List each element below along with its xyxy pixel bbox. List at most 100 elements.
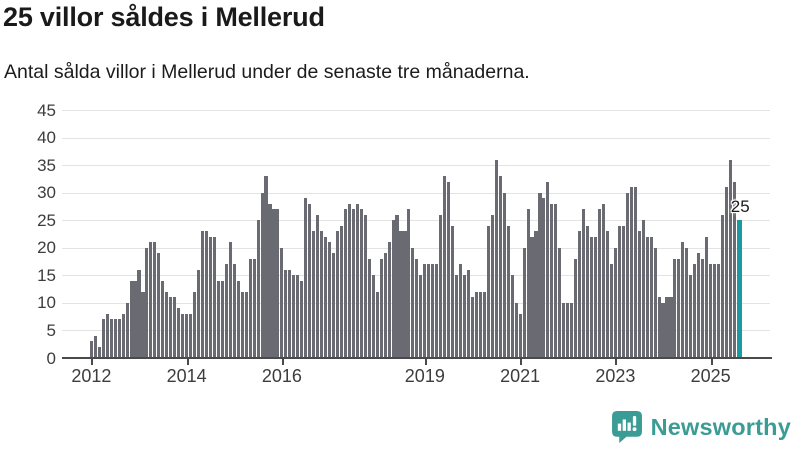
bar [101, 319, 105, 358]
bar [232, 264, 236, 358]
bar [415, 258, 419, 358]
plot-area [62, 110, 770, 358]
y-axis-tick-label: 15 [37, 265, 56, 285]
bar [586, 225, 590, 358]
bar [343, 209, 347, 358]
y-axis-tick-label: 10 [37, 293, 56, 313]
bar [490, 214, 494, 358]
bar [296, 275, 300, 358]
x-axis-tick [281, 359, 284, 365]
bar [697, 253, 701, 358]
bar [113, 319, 117, 358]
bar [455, 275, 459, 358]
bar [308, 203, 312, 358]
bar [121, 313, 125, 358]
bar [411, 247, 415, 358]
bar [228, 242, 232, 358]
bar [256, 220, 260, 358]
bar [268, 203, 272, 358]
chart-subtitle: Antal sålda villor i Mellerud under de s… [4, 61, 530, 83]
x-axis-tick [91, 359, 94, 365]
x-axis-year-label: 2025 [690, 366, 731, 386]
x-axis-line [62, 357, 772, 359]
y-axis-tick-label: 30 [37, 183, 56, 203]
bar [189, 313, 193, 358]
bar [637, 231, 641, 358]
bar [574, 258, 578, 358]
page-title: 25 villor såldes i Mellerud [3, 2, 325, 32]
gridline [62, 137, 770, 139]
bar [216, 280, 220, 358]
last-value-annotation: 25 [730, 197, 750, 217]
bar [407, 209, 411, 358]
y-axis-tick-label: 40 [37, 128, 56, 148]
gridline [62, 247, 770, 249]
bar [339, 225, 343, 358]
bar [701, 258, 705, 358]
bar [423, 264, 427, 358]
bar [474, 291, 478, 358]
bar [486, 225, 490, 358]
bar [653, 247, 657, 358]
bar [208, 236, 212, 358]
bar [645, 236, 649, 358]
bar [470, 297, 474, 358]
bar [157, 253, 161, 358]
bar [272, 209, 276, 358]
bar [534, 231, 538, 358]
bar [137, 269, 141, 358]
bar [375, 291, 379, 358]
bar [502, 192, 506, 358]
bar [633, 187, 637, 358]
bar [288, 269, 292, 358]
bar [693, 264, 697, 358]
bar [459, 264, 463, 358]
bar [292, 275, 296, 358]
bar [593, 236, 598, 358]
bar [391, 220, 395, 358]
bar [641, 220, 645, 358]
bar [482, 291, 486, 358]
bar [193, 291, 197, 358]
bar [224, 264, 228, 358]
bar [478, 291, 482, 358]
newsworthy-logo[interactable]: Newsworthy [611, 411, 791, 443]
bar [355, 203, 359, 358]
bar [387, 242, 391, 358]
bar [506, 225, 510, 358]
highlight-bar-current-period [736, 220, 742, 358]
bar [721, 214, 725, 358]
bar [566, 302, 570, 358]
bar [550, 203, 554, 358]
bar [347, 203, 351, 358]
bar [300, 280, 304, 358]
bar [510, 275, 514, 358]
bar [312, 231, 316, 358]
bar [705, 236, 709, 358]
bar [451, 225, 455, 358]
bar [204, 231, 209, 358]
bar [359, 209, 363, 358]
bar [280, 247, 284, 358]
bar [129, 280, 133, 358]
bar [320, 231, 324, 358]
bar [89, 341, 93, 358]
bar [570, 302, 574, 358]
bar [649, 236, 653, 358]
bar [431, 264, 435, 358]
bar [443, 176, 447, 358]
bar [395, 214, 399, 358]
gridline [62, 192, 770, 194]
bar [335, 231, 340, 358]
bar [153, 242, 157, 358]
bar [125, 302, 129, 358]
bar [462, 275, 467, 358]
bar [522, 247, 526, 358]
x-axis-year-label: 2021 [500, 366, 541, 386]
bar [379, 258, 383, 358]
y-axis-tick-label: 45 [37, 100, 56, 120]
bar [677, 258, 681, 358]
bar [117, 319, 121, 358]
x-axis-tick [520, 359, 523, 365]
bar [629, 187, 633, 358]
